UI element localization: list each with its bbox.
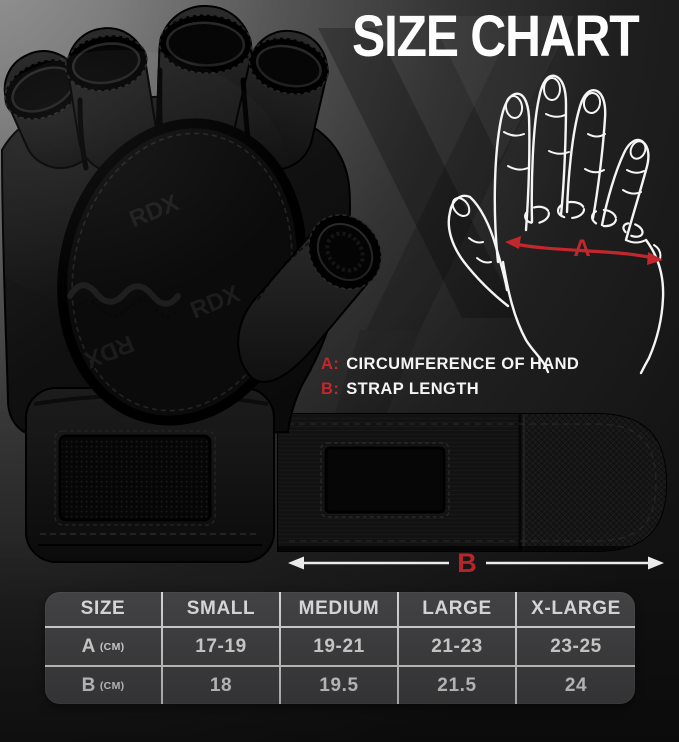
table-row-label-b: B (CM) — [45, 665, 163, 704]
measurement-line-a — [505, 236, 663, 265]
table-cell-b-xlarge: 24 — [517, 665, 635, 704]
table-cell-b-medium: 19.5 — [281, 665, 399, 704]
row-unit: (CM) — [99, 640, 125, 653]
table-header-size: SIZE — [45, 592, 163, 626]
arrow-left-icon — [505, 236, 521, 249]
glove-cuff — [25, 387, 275, 563]
legend-label-b: STRAP LENGTH — [346, 380, 480, 398]
glove-thumb — [237, 214, 382, 383]
row-label: A — [81, 635, 96, 657]
hand-outline-illustration — [447, 74, 665, 375]
table-row-label-a: A (CM) — [45, 626, 163, 665]
table-cell-a-xlarge: 23-25 — [517, 626, 635, 665]
measurement-legend: A: CIRCUMFERENCE OF HAND B: STRAP LENGTH — [321, 355, 579, 405]
page-title: SIZE CHART — [352, 4, 640, 69]
legend-item-a: A: CIRCUMFERENCE OF HAND — [321, 355, 579, 374]
arrow-right-icon — [647, 252, 663, 265]
legend-item-b: B: STRAP LENGTH — [321, 380, 579, 399]
table-header-xlarge: X-LARGE — [531, 598, 621, 619]
row-label: B — [81, 674, 96, 696]
measurement-label-a: A — [573, 235, 591, 262]
table-cell-a-large: 21-23 — [399, 626, 517, 665]
row-unit: (CM) — [99, 679, 125, 692]
strap-velcro-patch — [324, 446, 446, 514]
glove-strap-illustration — [277, 413, 668, 552]
arrow-right-icon — [648, 556, 664, 570]
mma-glove-illustration: RDX RDX RDX — [0, 5, 382, 563]
legend-key-b: B: — [321, 380, 340, 398]
table-cell-a-small: 17-19 — [163, 626, 281, 665]
table-cell-a-medium: 19-21 — [281, 626, 399, 665]
legend-key-a: A: — [321, 355, 340, 373]
legend-label-a: CIRCUMFERENCE OF HAND — [346, 355, 580, 373]
table-cell-b-large: 21.5 — [399, 665, 517, 704]
table-header-medium: MEDIUM — [281, 592, 399, 626]
measurement-label-b: B — [457, 548, 477, 578]
table-header-large: LARGE — [399, 592, 517, 626]
table-cell-b-small: 18 — [163, 665, 281, 704]
table-header-small: SMALL — [163, 592, 281, 626]
size-table: SIZE SMALL MEDIUM LARGE X-LARGE A (CM) 1… — [45, 592, 635, 704]
background-facets — [300, 16, 574, 430]
measurement-arrow-b — [288, 556, 664, 570]
arrow-left-icon — [288, 556, 304, 570]
cuff-velcro-patch — [58, 434, 212, 522]
